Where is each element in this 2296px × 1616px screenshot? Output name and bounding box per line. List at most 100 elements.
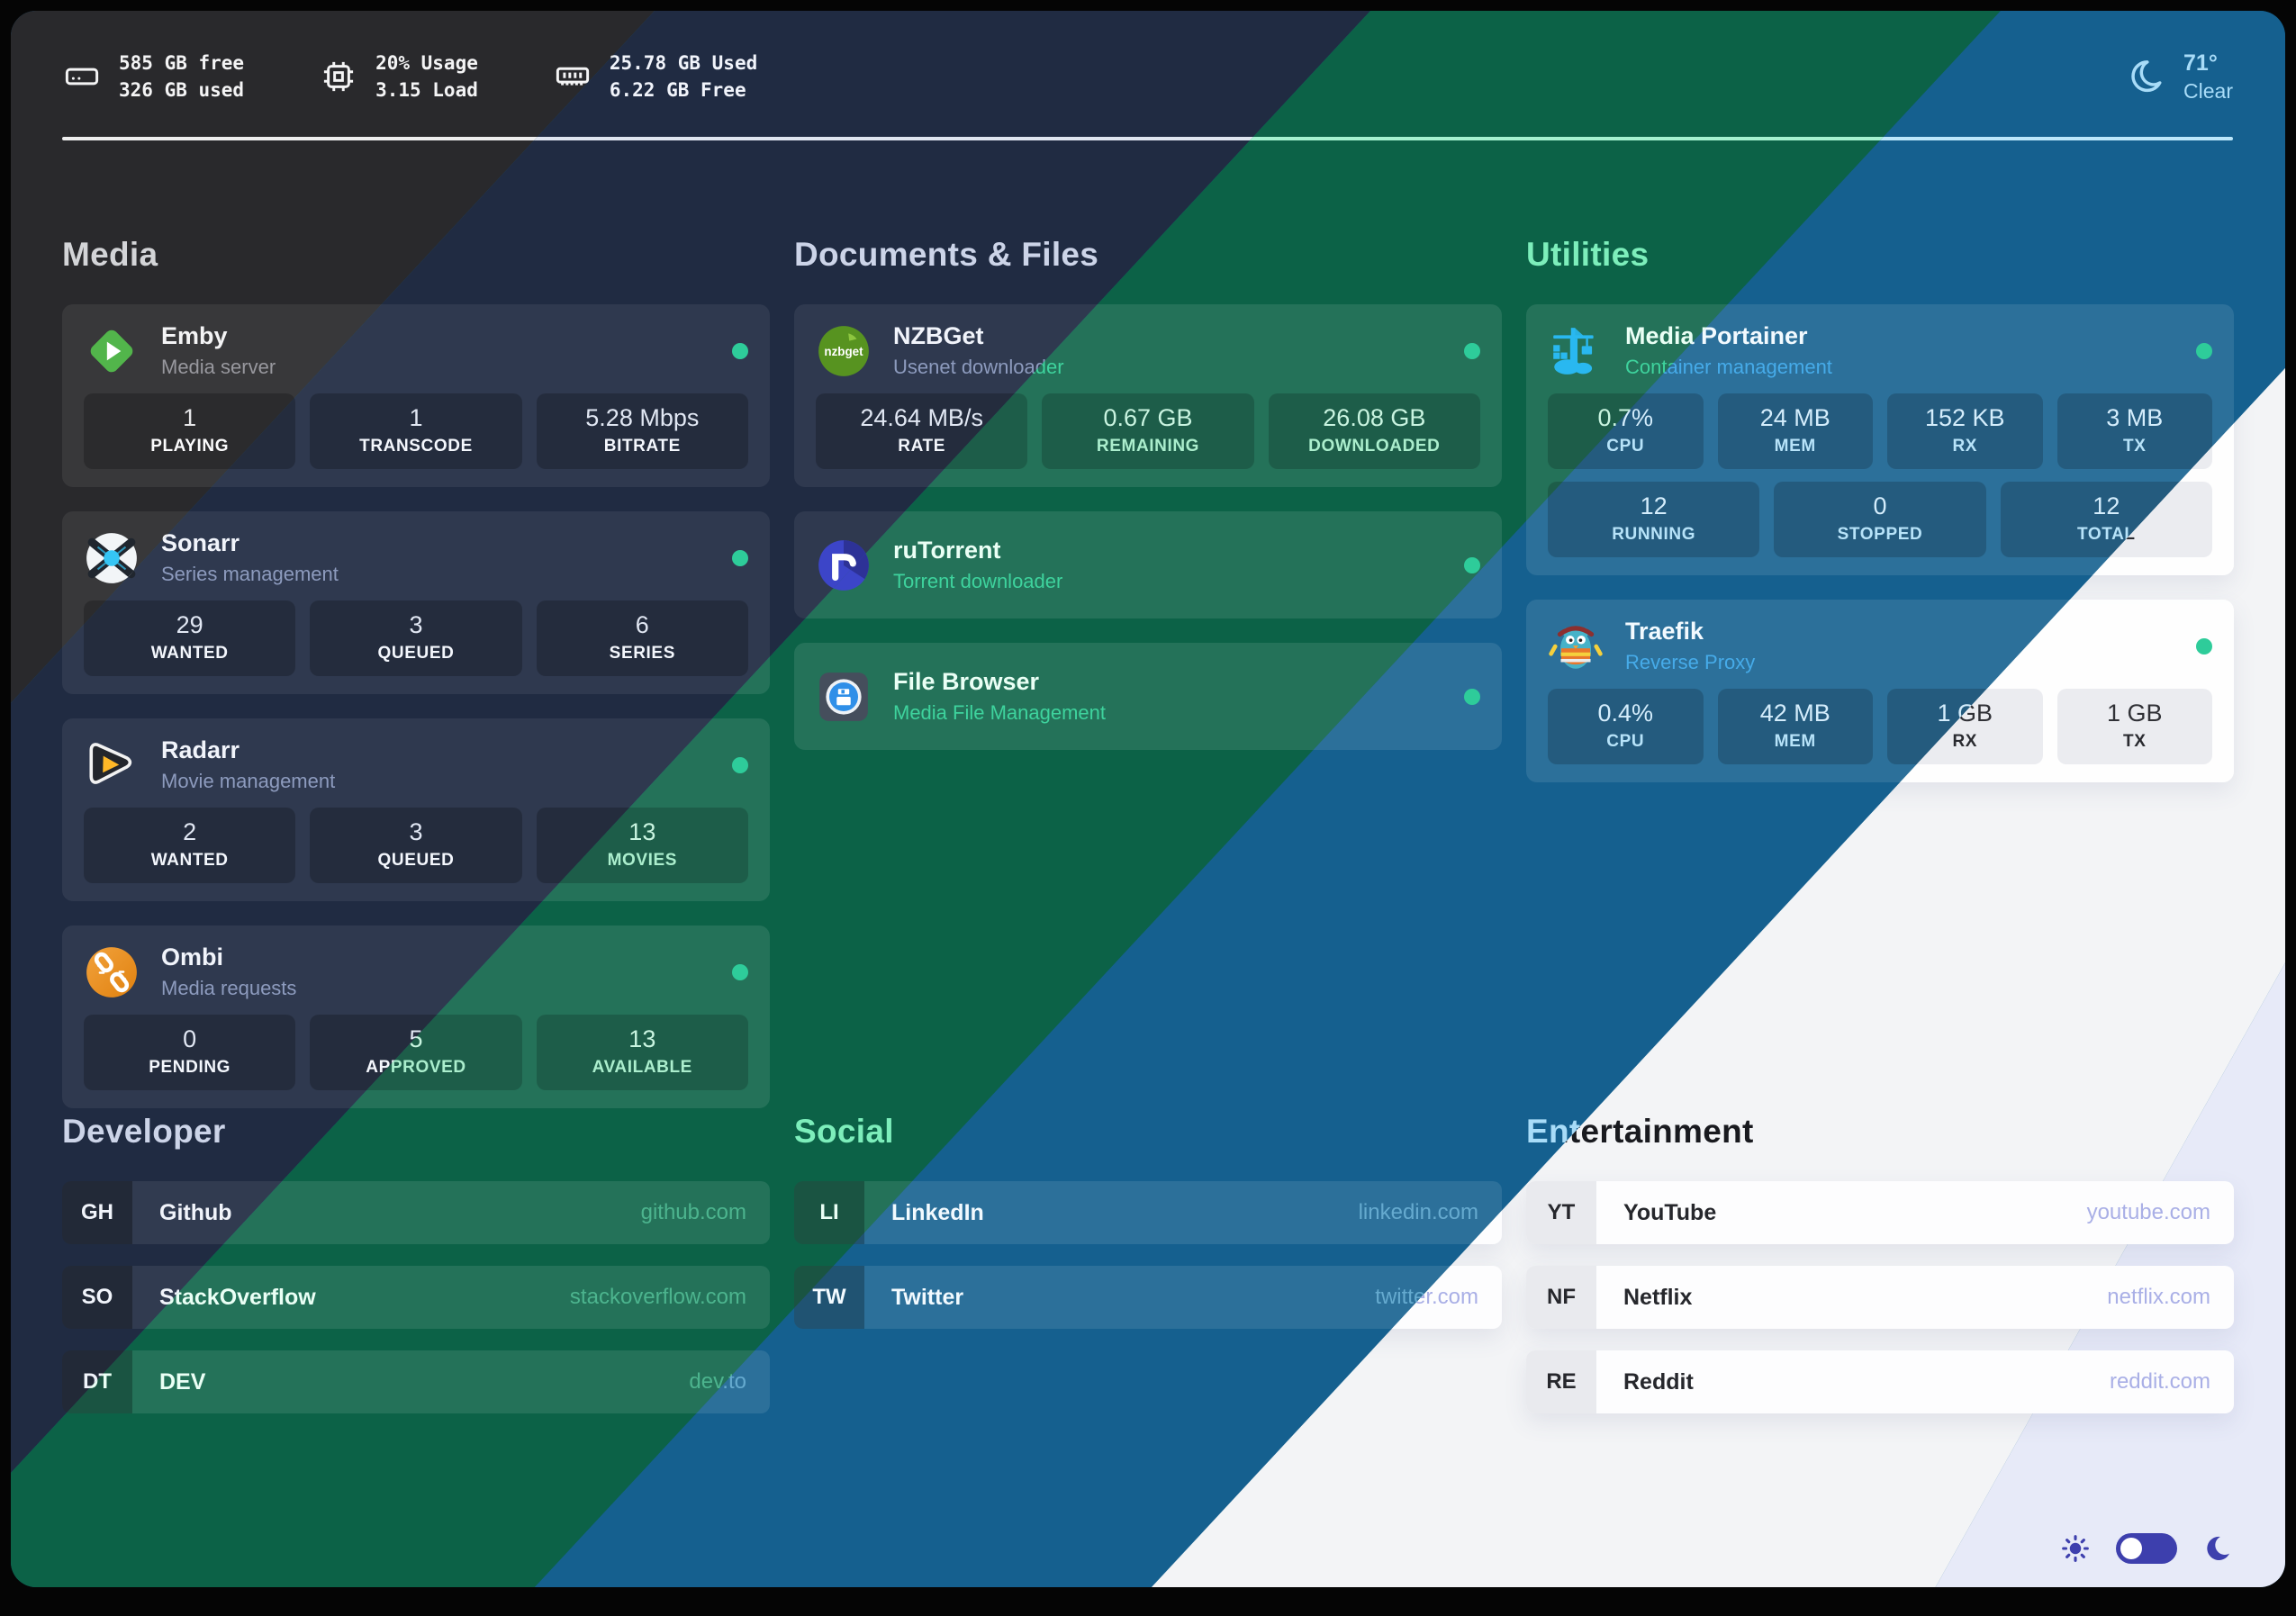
bookmark-abbr: LI	[794, 1181, 864, 1244]
status-dot	[1464, 342, 1480, 359]
theme-toggle[interactable]	[2116, 1533, 2177, 1564]
weather-temperature: 71°	[2183, 50, 2218, 76]
service-name: Ombi	[161, 943, 224, 971]
weather-condition: Clear	[2183, 78, 2233, 103]
bookmark-label: YouTube	[1623, 1199, 1717, 1225]
filebrowser-icon	[816, 669, 872, 725]
moon-icon	[2126, 57, 2165, 96]
section-title: Social	[794, 1113, 894, 1150]
service-description: Movie management	[161, 770, 336, 792]
emby-icon	[84, 323, 140, 379]
section-title: Entertainment	[1526, 1113, 1754, 1150]
service-name: Radarr	[161, 736, 240, 763]
bookmark-url: reddit.com	[2109, 1369, 2210, 1394]
sonarr-icon	[84, 530, 140, 586]
theme-switcher	[2060, 1533, 2233, 1564]
status-dot	[732, 756, 748, 773]
topbar-divider	[62, 137, 1370, 140]
service-description: Series management	[161, 563, 339, 585]
service-name: Traefik	[1625, 618, 1704, 645]
moon-icon[interactable]	[2202, 1533, 2233, 1564]
bookmark-label: Github	[159, 1199, 232, 1225]
section-title: Utilities	[1526, 236, 1650, 273]
bookmark-twitter[interactable]: TW Twitter twitter.com	[794, 1266, 1502, 1329]
section-title: Developer	[62, 1113, 226, 1150]
bookmark-dev[interactable]: DT DEV dev.to	[62, 1350, 770, 1413]
portainer-icon	[1548, 323, 1604, 379]
section-title: Documents & Files	[794, 236, 1099, 273]
sun-icon[interactable]	[2060, 1533, 2091, 1564]
disk-stats: 585 GB free 326 GB used	[63, 50, 244, 104]
bookmark-label: Twitter	[891, 1284, 964, 1310]
cpu-load: 3.15 Load	[375, 79, 478, 102]
service-description: Media File Management	[893, 701, 1107, 724]
ram-used: 25.78 GB Used	[609, 51, 758, 74]
ram-stats: 25.78 GB Used 6.22 GB Free	[554, 50, 757, 104]
cpu-icon	[320, 58, 357, 95]
service-description: Reverse Proxy	[1625, 651, 1756, 673]
ram-free: 6.22 GB Free	[609, 79, 746, 102]
bookmark-abbr: NF	[1526, 1266, 1596, 1329]
stat-box: 0.4%CPU	[1548, 689, 1704, 764]
status-dot	[732, 549, 748, 566]
service-card-filebrowser[interactable]: File Browser Media File Management	[794, 643, 1502, 750]
ram-icon	[554, 58, 592, 95]
bookmark-netflix[interactable]: NF Netflix netflix.com	[1526, 1266, 2234, 1329]
traefik-icon	[1548, 618, 1604, 674]
bookmark-abbr: YT	[1526, 1181, 1596, 1244]
service-name: File Browser	[893, 668, 1040, 695]
status-dot	[1464, 688, 1480, 705]
bookmark-label: LinkedIn	[891, 1199, 984, 1225]
service-description: Media server	[161, 356, 276, 378]
cpu-stats: 20% Usage 3.15 Load	[320, 50, 478, 104]
bookmark-abbr: RE	[1526, 1350, 1596, 1413]
status-dot	[732, 342, 748, 359]
service-name: Emby	[161, 322, 228, 349]
status-dot	[2196, 342, 2212, 359]
dashboard: 585 GB free 326 GB used 20% Usage 3.15 L…	[11, 11, 2285, 1587]
status-dot	[1464, 556, 1480, 573]
nzbget-icon: nzbget	[816, 323, 872, 379]
service-name: Sonarr	[161, 529, 240, 556]
bookmark-url: linkedin.com	[1358, 1200, 1478, 1224]
bookmark-url: netflix.com	[2107, 1285, 2210, 1309]
bookmark-label: Netflix	[1623, 1284, 1693, 1310]
bookmark-abbr: GH	[62, 1181, 132, 1244]
section-title: Media	[62, 236, 158, 273]
service-card-rutorrent[interactable]: ruTorrent Torrent downloader	[794, 511, 1502, 618]
disk-free: 585 GB free	[119, 51, 245, 74]
weather-widget[interactable]: 71° Clear	[2126, 49, 2233, 104]
service-name: ruTorrent	[893, 537, 1001, 564]
svg-text:nzbget: nzbget	[824, 345, 863, 358]
bookmark-youtube[interactable]: YT YouTube youtube.com	[1526, 1181, 2234, 1244]
bookmark-label: Reddit	[1623, 1368, 1694, 1395]
service-name: NZBGet	[893, 322, 984, 349]
service-description: Media requests	[161, 977, 297, 999]
radarr-icon	[84, 737, 140, 793]
bookmark-reddit[interactable]: RE Reddit reddit.com	[1526, 1350, 2234, 1413]
cpu-usage: 20% Usage	[375, 51, 478, 74]
ombi-icon	[84, 944, 140, 1000]
bookmark-abbr: SO	[62, 1266, 132, 1329]
disk-icon	[63, 58, 101, 95]
bookmark-url: stackoverflow.com	[569, 1285, 746, 1309]
